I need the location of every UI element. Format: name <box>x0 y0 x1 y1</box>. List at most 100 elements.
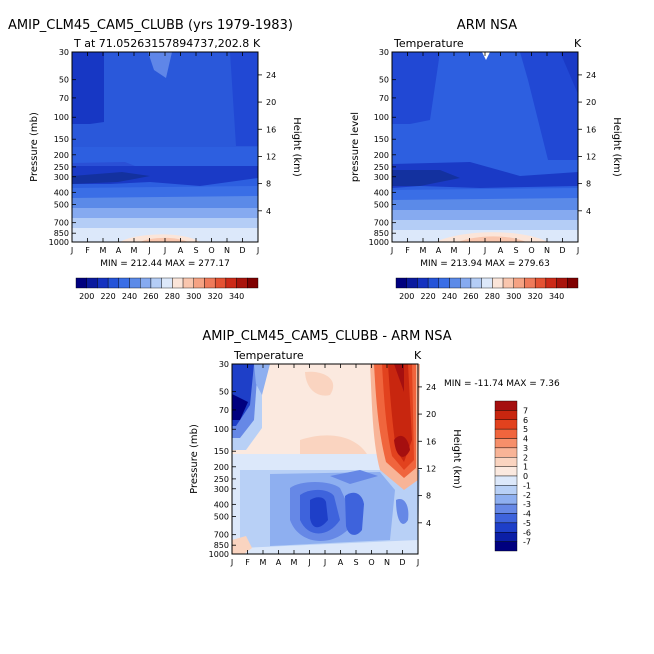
colorbar-swatch <box>193 277 205 289</box>
colorbar-swatch <box>417 277 429 289</box>
y-tick-label: 500 <box>214 512 229 521</box>
y-tick-label: 400 <box>214 500 229 509</box>
colorbar-swatch <box>107 277 120 289</box>
x-tick-label: N <box>224 246 230 255</box>
colorbar-swatch <box>481 277 493 289</box>
y-right-tick-label: 16 <box>586 125 596 134</box>
colorbar-swatch <box>236 277 248 289</box>
colorbar-swatch <box>556 277 568 289</box>
x-tick-label: F <box>85 246 90 255</box>
y-tick-label: 30 <box>59 48 69 57</box>
y-right-tick-label: 12 <box>426 464 436 473</box>
y-right-tick-label: 20 <box>586 98 596 107</box>
x-tick-label: S <box>193 246 198 255</box>
x-tick-label: M <box>420 246 427 255</box>
colorbar-label: 260 <box>463 292 478 301</box>
colorbar-label: 280 <box>165 292 180 301</box>
colorbar-swatch <box>449 277 461 289</box>
colorbar-swatch <box>406 277 418 289</box>
y-tick-label: 150 <box>54 135 69 144</box>
colorbar-label: -3 <box>523 500 531 509</box>
x-tick-label: J <box>323 558 326 567</box>
colorbar-swatch <box>494 400 518 411</box>
x-tick-label: J <box>307 558 310 567</box>
panel-obs-title: ARM NSA <box>457 18 517 33</box>
y-tick-label: 850 <box>54 229 69 238</box>
y-right-tick-label: 24 <box>266 71 276 80</box>
colorbar-label: 240 <box>442 292 457 301</box>
panel-model-field <box>72 52 258 242</box>
y-tick-label: 300 <box>214 485 229 494</box>
x-tick-label: J <box>256 246 259 255</box>
colorbar-label: 200 <box>399 292 414 301</box>
panel-model-ylabel-right: Height (km) <box>291 117 302 177</box>
y-tick-label: 850 <box>214 541 229 550</box>
x-tick-label: O <box>208 246 214 255</box>
colorbar-label: 7 <box>523 406 528 415</box>
x-tick-label: D <box>559 246 565 255</box>
x-tick-label: J <box>147 246 150 255</box>
colorbar-swatch <box>494 485 518 495</box>
colorbar-swatch <box>86 277 98 289</box>
y-right-tick-label: 16 <box>266 125 276 134</box>
y-tick-label: 200 <box>54 151 69 160</box>
panel-model-axes: J F M A M J J A S O N D J305070100150200250300400500… <box>49 48 277 255</box>
colorbar-swatch <box>567 277 579 289</box>
panel-diff-axes: J F M A M J J A S O N D J305070100150200250300400500… <box>209 360 437 567</box>
y-tick-label: 70 <box>219 406 229 415</box>
colorbar-swatch <box>75 277 87 289</box>
colorbar-swatch <box>494 457 518 467</box>
panel-diff-units: K <box>414 349 422 362</box>
y-tick-label: 30 <box>379 48 389 57</box>
x-tick-label: A <box>276 558 282 567</box>
x-tick-label: N <box>544 246 550 255</box>
colorbar-swatch <box>494 428 518 439</box>
colorbar-swatch <box>204 277 216 289</box>
panel-obs-colorbar: 200 220 240 260 280 300 320 340 <box>395 277 579 301</box>
x-tick-label: A <box>178 246 184 255</box>
x-tick-label: M <box>291 558 298 567</box>
panel-model-stats: MIN = 212.44 MAX = 277.17 <box>100 259 230 269</box>
y-tick-label: 70 <box>59 94 69 103</box>
panel-obs-subtitle: Temperature <box>393 37 464 50</box>
panel-obs-ylabel-right: Height (km) <box>611 117 622 177</box>
x-tick-label: J <box>467 246 470 255</box>
y-tick-label: 70 <box>379 94 389 103</box>
colorbar-swatch <box>513 277 525 289</box>
colorbar-swatch <box>494 438 518 449</box>
colorbar-swatch <box>494 447 518 458</box>
panel-diff-ylabel: Pressure (mb) <box>189 424 200 494</box>
colorbar-swatch <box>150 277 162 289</box>
panel-model-units: K <box>253 37 261 50</box>
y-tick-label: 700 <box>54 219 69 228</box>
colorbar-label: 260 <box>143 292 158 301</box>
y-tick-label: 850 <box>374 229 389 238</box>
panel-diff-stats: MIN = -11.74 MAX = 7.36 <box>444 379 560 389</box>
x-tick-label: S <box>513 246 518 255</box>
colorbar-label: -1 <box>523 481 531 490</box>
colorbar-swatch <box>140 277 152 289</box>
x-tick-label: F <box>245 558 250 567</box>
y-tick-label: 250 <box>54 163 69 172</box>
colorbar-swatch <box>494 522 518 533</box>
colorbar-swatch <box>494 541 518 552</box>
y-right-tick-label: 20 <box>426 410 436 419</box>
x-tick-label: M <box>100 246 107 255</box>
colorbar-swatch <box>161 277 173 289</box>
colorbar-label: 320 <box>208 292 223 301</box>
panel-diff-field <box>232 364 420 554</box>
y-tick-label: 250 <box>214 475 229 484</box>
panel-model-colorbar: 200 220 240 260 280 300 320 340 <box>75 277 259 301</box>
colorbar-label: 320 <box>528 292 543 301</box>
y-tick-label: 200 <box>214 463 229 472</box>
y-tick-label: 150 <box>214 447 229 456</box>
y-right-tick-label: 16 <box>426 437 436 446</box>
y-tick-label: 500 <box>54 200 69 209</box>
x-tick-label: J <box>416 558 419 567</box>
colorbar-label: 2 <box>523 453 528 462</box>
colorbar-swatch <box>494 494 518 505</box>
x-tick-label: M <box>451 246 458 255</box>
y-right-tick-label: 24 <box>426 383 436 392</box>
colorbar-swatch <box>395 277 407 289</box>
